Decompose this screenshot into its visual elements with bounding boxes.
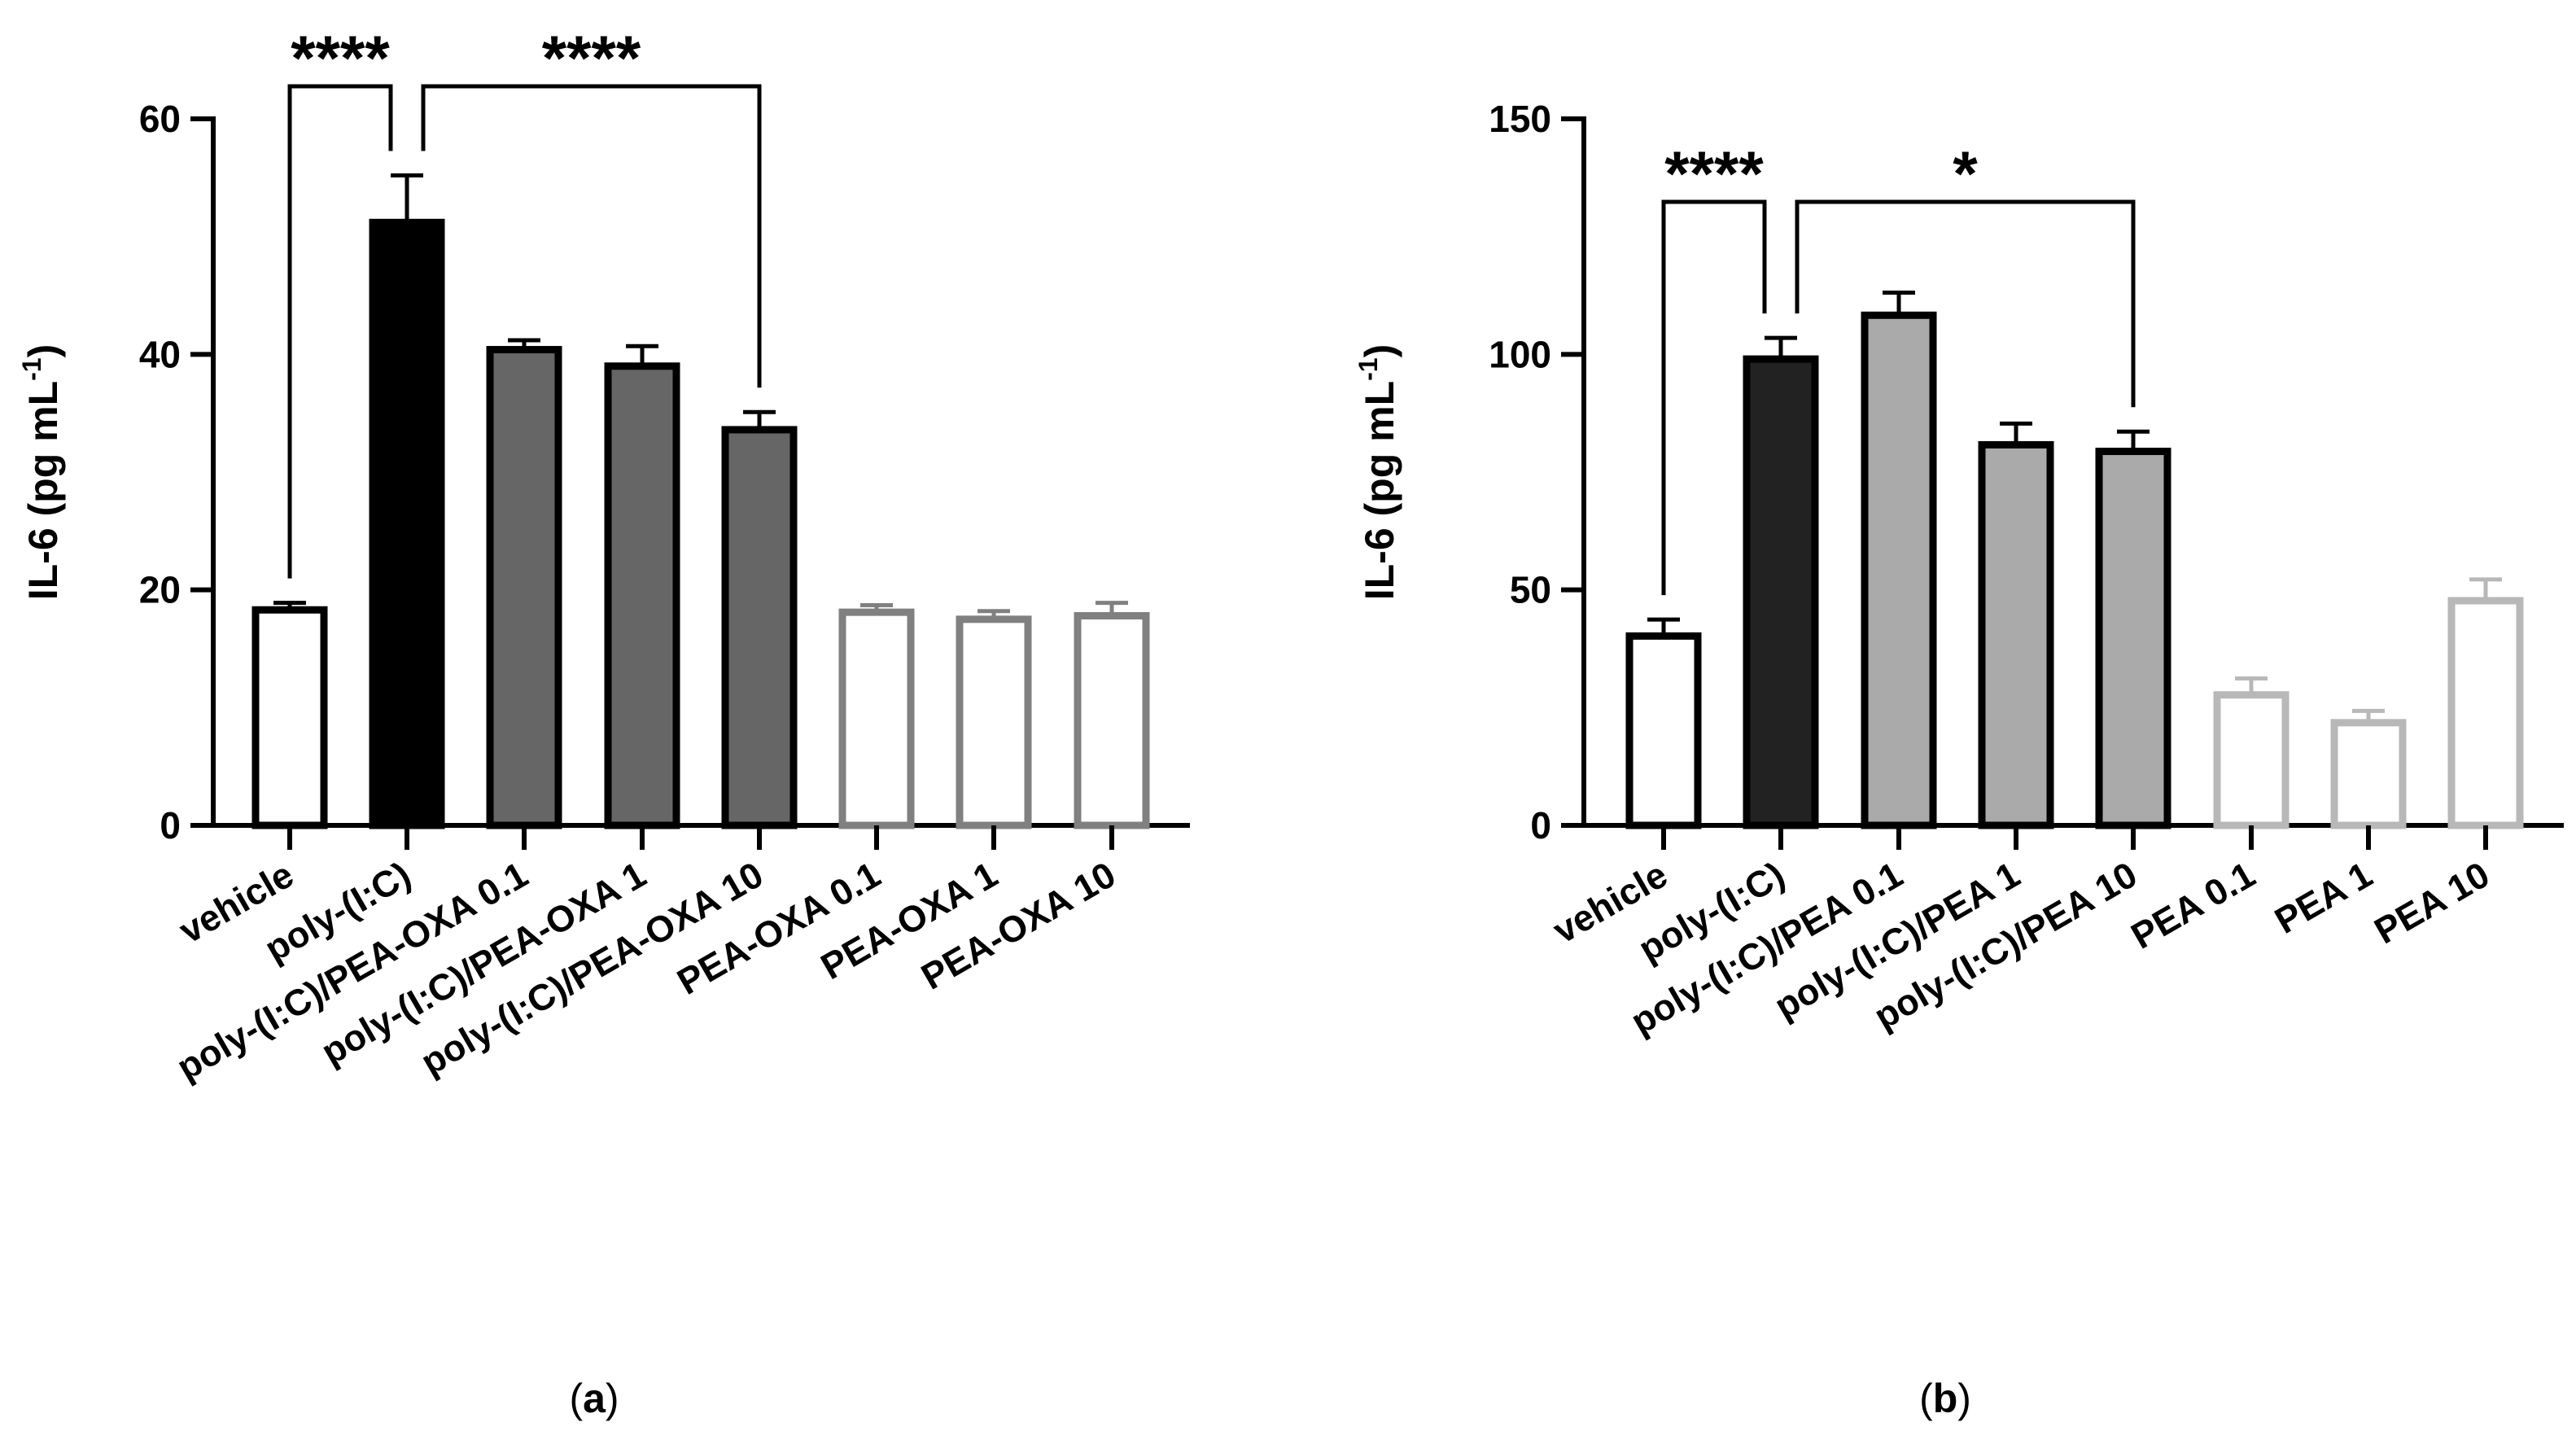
bar <box>1861 311 1937 829</box>
y-tick-label: 0 <box>160 804 181 847</box>
significance-label: **** <box>542 22 641 94</box>
bar <box>2447 597 2524 829</box>
bar <box>1978 440 2054 829</box>
bar <box>838 608 915 829</box>
bar <box>1074 611 1150 829</box>
y-axis-title: IL-6 (pg mL-1) <box>17 344 66 601</box>
panel-label-letter: b <box>1933 1376 1958 1421</box>
bar <box>604 362 680 829</box>
significance-label: **** <box>291 22 390 94</box>
y-axis-title-close: ) <box>20 344 66 358</box>
y-axis-title-sup: -1 <box>17 357 46 380</box>
y-axis-title-sup: -1 <box>1354 357 1383 380</box>
x-tick-label: PEA 0.1 <box>2124 853 2262 956</box>
panel-label-close: ) <box>606 1376 619 1421</box>
panel-label: (a) <box>569 1376 619 1421</box>
bar <box>251 606 328 829</box>
bar <box>486 346 562 829</box>
panel-label-open: ( <box>1919 1376 1933 1421</box>
y-tick-label: 60 <box>139 98 181 140</box>
y-tick-label: 20 <box>139 569 181 611</box>
y-axis-title: IL-6 (pg mL-1) <box>1354 344 1402 601</box>
bar <box>369 218 445 829</box>
y-axis-title-main: IL-6 (pg mL <box>20 381 66 600</box>
significance-label: **** <box>1664 138 1764 209</box>
bar <box>1743 355 1819 829</box>
x-tick-label: PEA 10 <box>2368 853 2496 952</box>
x-tick-label: PEA 1 <box>2268 853 2379 941</box>
bar <box>2330 719 2407 829</box>
bar <box>2095 448 2171 829</box>
panel-label-open: ( <box>569 1376 583 1421</box>
panel-label-letter: a <box>583 1376 606 1421</box>
y-tick-label: 150 <box>1489 98 1551 140</box>
y-tick-label: 40 <box>139 333 181 375</box>
y-tick-label: 50 <box>1510 569 1551 611</box>
bar <box>1625 632 1702 829</box>
bar <box>2213 691 2290 829</box>
significance-bracket <box>421 84 762 388</box>
significance-label: * <box>1953 138 1978 209</box>
bar <box>721 426 798 829</box>
y-tick-label: 0 <box>1530 804 1551 847</box>
significance-bracket <box>1795 199 2136 408</box>
panel-label-close: ) <box>1957 1376 1971 1421</box>
y-axis-title-close: ) <box>1357 344 1402 358</box>
significance-bracket <box>1661 199 1767 596</box>
panel-label: (b) <box>1919 1376 1971 1421</box>
y-axis-title-main: IL-6 (pg mL <box>1357 381 1402 600</box>
significance-bracket <box>287 84 393 579</box>
bar <box>956 615 1032 829</box>
y-tick-label: 100 <box>1489 333 1551 375</box>
